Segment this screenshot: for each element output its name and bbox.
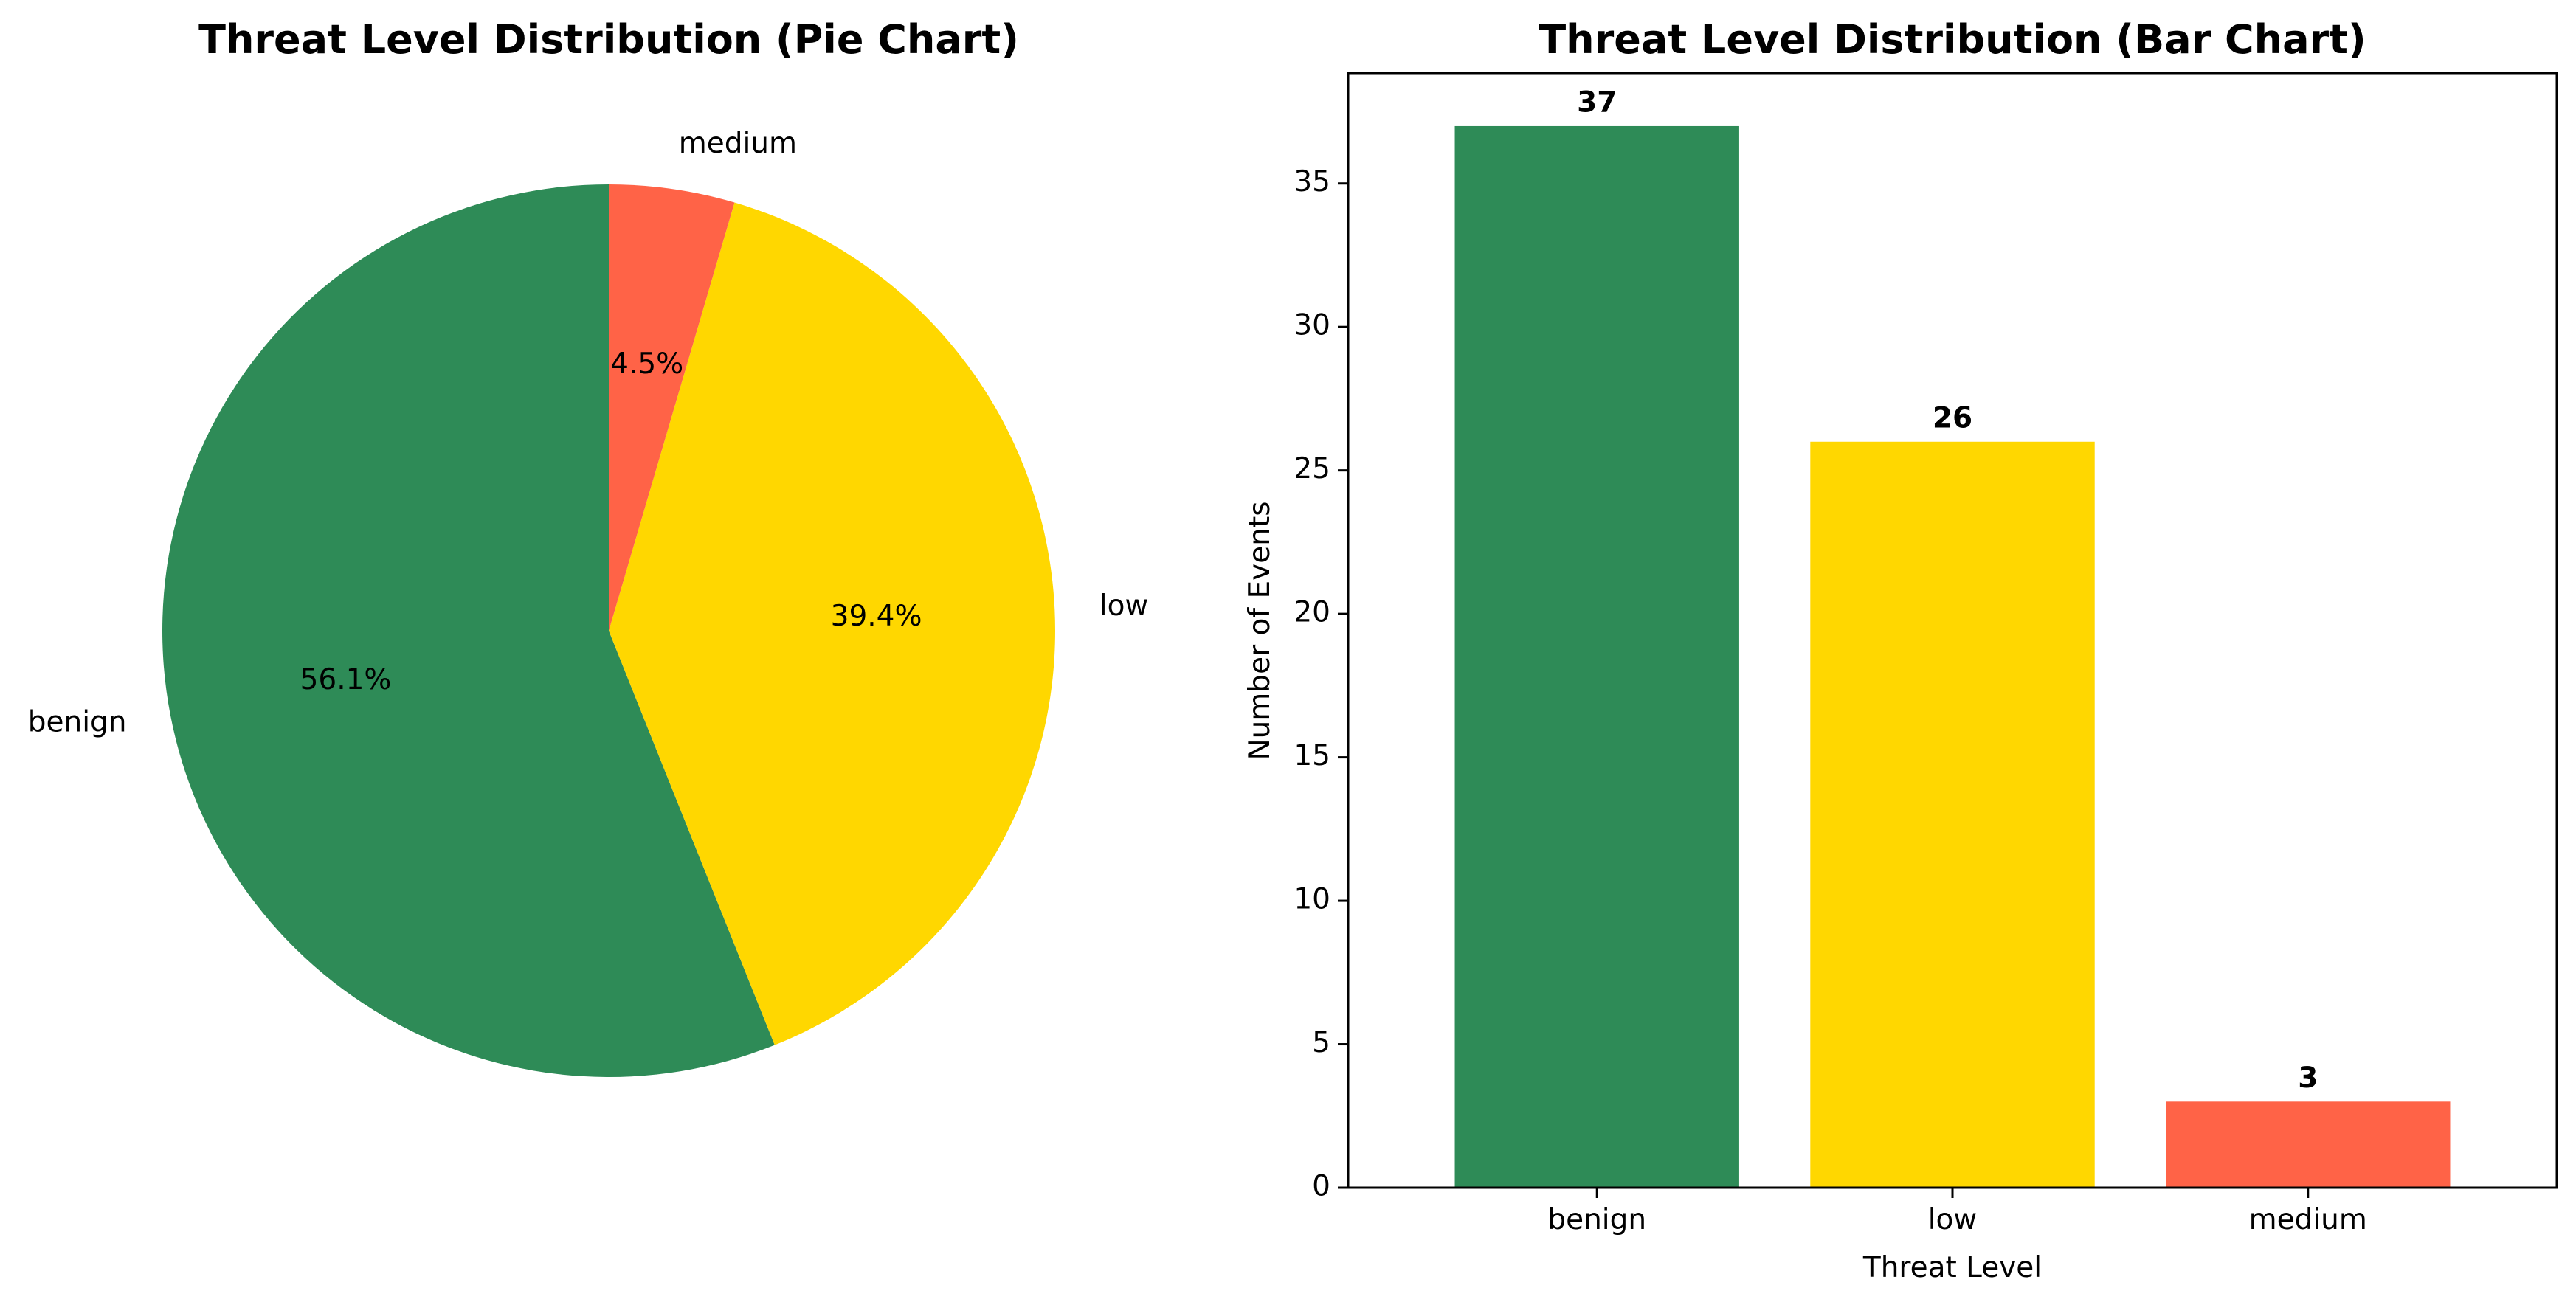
pie-chart-title: Threat Level Distribution (Pie Chart) xyxy=(198,16,1019,63)
bar-bars xyxy=(1454,125,2451,1188)
y-tick-label-10: 10 xyxy=(1294,883,1330,916)
y-tick-label-15: 15 xyxy=(1294,739,1330,772)
y-tick-label-5: 5 xyxy=(1312,1026,1330,1059)
pie-slice-benign xyxy=(162,184,775,1077)
pie-percent-medium: 4.5% xyxy=(610,347,683,381)
y-tick-label-35: 35 xyxy=(1294,165,1330,198)
y-tick-label-30: 30 xyxy=(1294,309,1330,342)
plot-frame xyxy=(1347,72,2558,1189)
bar-value-label-medium: 3 xyxy=(2298,1062,2318,1095)
y-tick-label-25: 25 xyxy=(1294,452,1330,485)
pie-slices xyxy=(162,184,1055,1077)
x-axis: benign low medium xyxy=(1547,1188,2367,1236)
x-tick-label-medium: medium xyxy=(2249,1203,2367,1236)
pie-percent-benign: 56.1% xyxy=(300,663,392,696)
bar-chart-panel: Threat Level Distribution (Bar Chart) 37… xyxy=(1243,16,2558,1284)
y-tick-label-0: 0 xyxy=(1312,1170,1330,1203)
pie-label-medium: medium xyxy=(679,127,797,160)
pie-chart-panel: Threat Level Distribution (Pie Chart) be… xyxy=(28,16,1149,1077)
bar-benign xyxy=(1454,125,1739,1188)
pie-label-low: low xyxy=(1099,589,1149,623)
x-axis-label: Threat Level xyxy=(1862,1251,2042,1284)
y-axis: 0 5 10 15 20 25 30 35 xyxy=(1294,165,1348,1203)
bar-low xyxy=(1810,441,2095,1188)
pie-label-benign: benign xyxy=(28,705,127,738)
x-tick-label-benign: benign xyxy=(1547,1203,1646,1236)
bar-chart-title: Threat Level Distribution (Bar Chart) xyxy=(1539,16,2366,63)
pie-labels: benign 56.1% low 39.4% medium 4.5% xyxy=(28,127,1149,739)
bar-value-label-benign: 37 xyxy=(1577,86,1617,120)
bar-medium xyxy=(2166,1101,2451,1188)
x-tick-label-low: low xyxy=(1928,1203,1978,1236)
pie-percent-low: 39.4% xyxy=(831,600,922,633)
y-axis-label: Number of Events xyxy=(1243,501,1277,760)
pie-slice-medium xyxy=(609,184,735,631)
pie-slice-low xyxy=(609,202,1055,1045)
bar-value-labels: 37 26 3 xyxy=(1577,86,2318,1095)
bar-value-label-low: 26 xyxy=(1933,401,1972,435)
y-tick-label-20: 20 xyxy=(1294,596,1330,629)
